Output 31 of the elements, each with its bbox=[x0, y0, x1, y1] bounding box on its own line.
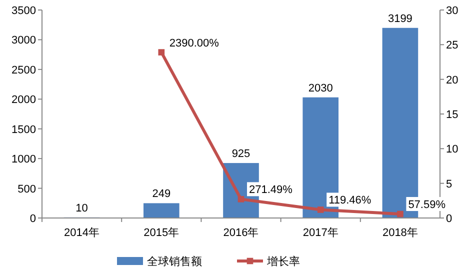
data-label: 3199 bbox=[388, 12, 412, 25]
data-label: 925 bbox=[232, 148, 250, 160]
y-tick-label: 3000 bbox=[12, 34, 36, 47]
legend-label: 全球销售额 bbox=[147, 255, 202, 268]
legend-label: 增长率 bbox=[266, 255, 300, 268]
y-tick-label: 0 bbox=[30, 213, 36, 225]
data-label: 271.49% bbox=[249, 184, 293, 196]
y-tick-label: 2500 bbox=[12, 64, 36, 76]
data-label: 2030 bbox=[308, 82, 333, 94]
data-label: 2390.00% bbox=[169, 37, 220, 50]
x-tick-label: 2015年 bbox=[144, 227, 180, 239]
y2-tick-label: 5 bbox=[446, 178, 452, 190]
data-label: 119.46% bbox=[328, 194, 372, 207]
y-tick-label: 2000 bbox=[12, 94, 36, 106]
y2-tick-label: 10 bbox=[446, 144, 458, 156]
y-tick-label: 1500 bbox=[12, 124, 36, 136]
y-tick-label: 1000 bbox=[12, 154, 36, 166]
y2-tick-label: 25 bbox=[446, 40, 458, 52]
x-tick-label: 2018年 bbox=[382, 227, 418, 239]
y2-tick-label: 15 bbox=[446, 109, 458, 121]
y2-tick-label: 30 bbox=[446, 5, 458, 17]
data-label: 249 bbox=[152, 188, 171, 200]
x-tick-label: 2016年 bbox=[223, 227, 259, 239]
y2-tick-label: 20 bbox=[446, 74, 458, 86]
y-tick-label: 3500 bbox=[12, 5, 36, 17]
x-tick-label: 2014年 bbox=[64, 227, 100, 239]
y-tick-label: 500 bbox=[18, 183, 36, 196]
data-label: 57.59% bbox=[408, 199, 446, 212]
y2-tick-label: 0 bbox=[446, 213, 452, 225]
data-label: 10 bbox=[76, 202, 88, 214]
x-tick-label: 2017年 bbox=[302, 227, 338, 239]
